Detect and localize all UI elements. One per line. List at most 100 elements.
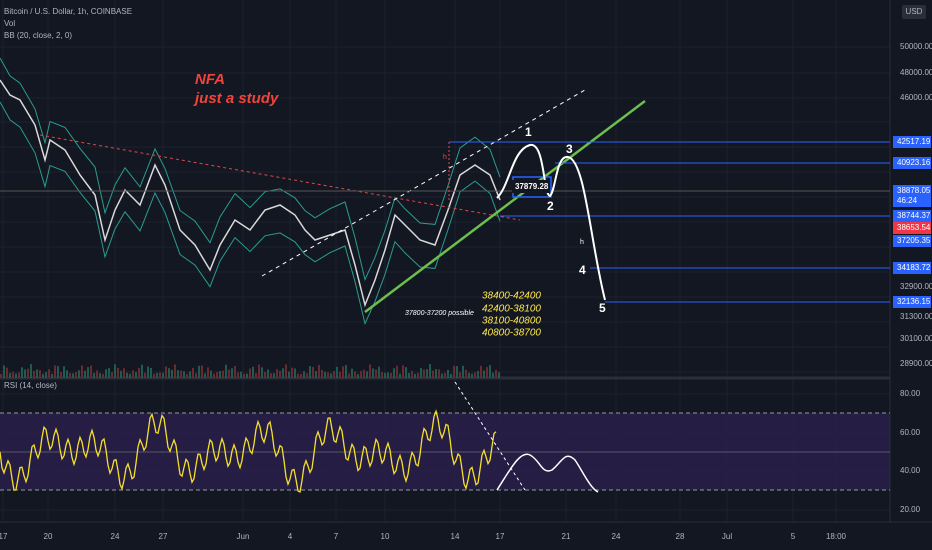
volume-bar <box>189 371 191 378</box>
volume-bar <box>165 366 167 378</box>
volume-bar <box>123 368 125 378</box>
volume-bar <box>321 369 323 378</box>
volume-bar <box>300 373 302 378</box>
volume-bar <box>81 365 83 378</box>
bb-label: BB (20, close, 2, 0) <box>4 31 72 40</box>
currency[interactable]: USD <box>906 7 923 16</box>
volume-bar <box>159 372 161 378</box>
volume-bar <box>120 370 122 378</box>
last-price: 38653.54 <box>897 223 931 232</box>
volume-bar <box>141 364 143 378</box>
volume-bar <box>39 370 41 378</box>
volume-bar <box>312 367 314 378</box>
volume-bar <box>441 373 443 378</box>
volume-bar <box>9 372 11 378</box>
volume-bar <box>162 372 164 378</box>
volume-bar <box>411 370 413 378</box>
volume-bar <box>66 370 68 378</box>
volume-bar <box>345 365 347 378</box>
volume-bar <box>231 368 233 378</box>
bollinger <box>0 57 501 326</box>
volume-bar <box>96 370 98 378</box>
channel-line <box>261 89 586 277</box>
volume-bar <box>195 373 197 378</box>
volume-bar <box>297 373 299 378</box>
volume-bar <box>420 368 422 378</box>
volume-bar <box>234 365 236 378</box>
time-label: 4 <box>288 532 293 541</box>
time-label: 14 <box>451 532 460 541</box>
volume-bar <box>408 372 410 378</box>
time-label: 17 <box>496 532 505 541</box>
box-label: 37879.28 <box>515 182 549 191</box>
volume-bar <box>249 368 251 378</box>
volume-bar <box>69 372 71 378</box>
volume-bar <box>375 369 377 378</box>
volume-bar <box>261 367 263 378</box>
volume-bar <box>381 372 383 378</box>
currency-box[interactable] <box>902 5 926 19</box>
price-label: 50000.00 <box>900 42 932 51</box>
volume-bar <box>318 364 320 378</box>
volume-bar <box>306 373 308 378</box>
volume-bar <box>210 370 212 378</box>
volume-bar <box>27 368 29 378</box>
volume-bar <box>453 365 455 378</box>
volume-bar <box>471 373 473 378</box>
time-label: 27 <box>159 532 168 541</box>
volume-bar <box>177 370 179 378</box>
tag-bg <box>893 157 931 169</box>
support-line <box>364 100 646 313</box>
note: just a study <box>193 90 279 107</box>
tag-bg <box>893 136 931 148</box>
volume-bar <box>114 364 116 378</box>
volume-bar <box>492 372 494 378</box>
rsi-projection <box>496 453 599 493</box>
volume-bar <box>435 369 437 378</box>
volume-bar <box>93 372 95 378</box>
volume-bar <box>495 369 497 378</box>
price-tag: 38744.37 <box>897 211 931 220</box>
range: 40800-38700 <box>482 328 541 339</box>
price-tag: 40923.16 <box>897 158 931 167</box>
volume-bar <box>459 372 461 378</box>
price-label: 31300.00 <box>900 312 932 321</box>
volume-bar <box>15 373 17 378</box>
tag-bg <box>893 262 931 274</box>
volume-bar <box>213 373 215 378</box>
volume-bar <box>147 366 149 378</box>
countdown: 46:24 <box>897 196 918 205</box>
volume-bar <box>480 365 482 378</box>
volume-bar <box>222 370 224 378</box>
volume-bar <box>63 366 65 378</box>
volume-bar <box>42 373 44 378</box>
volume-bar <box>438 369 440 378</box>
volume-bar <box>192 367 194 378</box>
volume-bar <box>84 370 86 378</box>
volume-bar <box>132 370 134 378</box>
volume-bar <box>33 370 35 378</box>
marker: h <box>443 154 447 161</box>
volume-bar <box>228 369 230 378</box>
volume-bar <box>21 367 23 378</box>
volume-bar <box>186 373 188 378</box>
volume-bar <box>417 372 419 378</box>
volume-bar <box>456 366 458 378</box>
volume-bar <box>174 364 176 378</box>
volume-bar <box>156 372 158 378</box>
volume-bar <box>252 366 254 378</box>
time-label: Jul <box>722 532 732 541</box>
volume-bar <box>255 373 257 378</box>
volume-bar <box>168 368 170 378</box>
volume-bar <box>309 366 311 378</box>
range: 42400-38100 <box>482 304 541 315</box>
volume-bar <box>45 372 47 378</box>
volume-bar <box>36 369 38 378</box>
wave-label: 4 <box>579 263 586 277</box>
volume-bar <box>387 372 389 378</box>
volume-bar <box>267 369 269 378</box>
volume-bar <box>477 370 479 378</box>
volume <box>0 364 500 378</box>
volume-bar <box>0 374 2 378</box>
